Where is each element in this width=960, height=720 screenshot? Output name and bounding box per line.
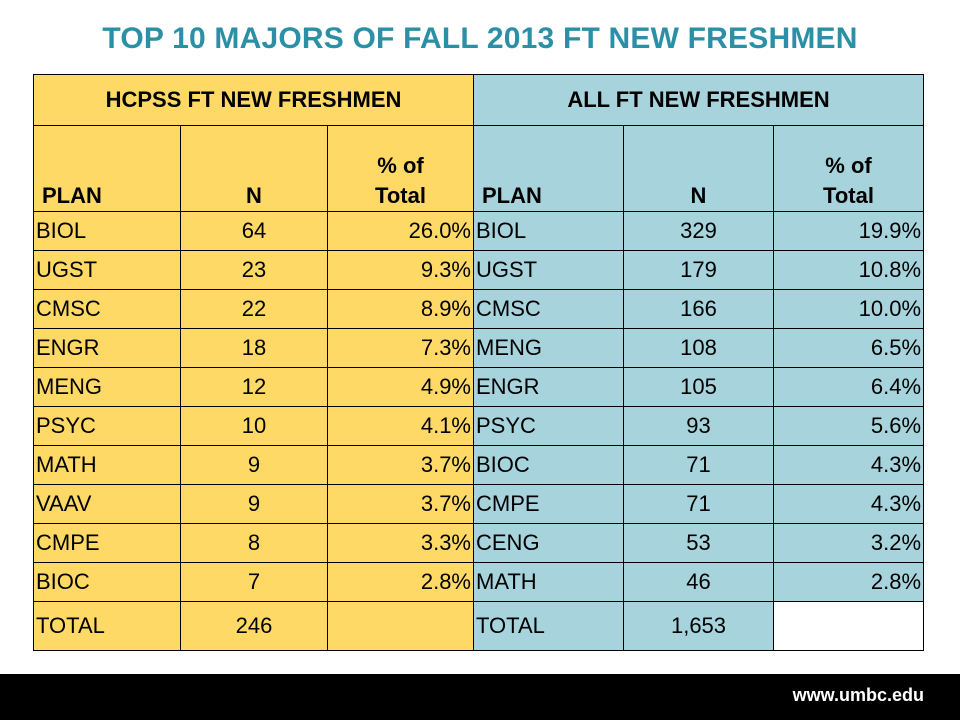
cell-pct: 3.3% bbox=[327, 523, 474, 563]
cell-n: 10 bbox=[180, 406, 328, 446]
table-row: CMPE 8 3.3% CENG 53 3.2% bbox=[33, 523, 925, 563]
cell-n: 53 bbox=[623, 523, 774, 563]
cell-pct: 10.8% bbox=[772, 250, 925, 290]
cell-plan: VAAV bbox=[33, 484, 181, 524]
cell-n: 22 bbox=[180, 289, 328, 329]
cell-plan: UGST bbox=[33, 250, 181, 290]
cell-pct: 19.9% bbox=[772, 211, 925, 251]
cell-plan: BIOC bbox=[473, 445, 624, 485]
cell-pct: 2.8% bbox=[772, 562, 925, 602]
total-n: 246 bbox=[180, 601, 328, 651]
col-header-pct-line2: Total bbox=[823, 183, 874, 208]
cell-n: 7 bbox=[180, 562, 328, 602]
column-header-row: PLAN N % of Total PLAN N % of Total bbox=[33, 125, 925, 212]
cell-plan: BIOC bbox=[33, 562, 181, 602]
cell-plan: CMPE bbox=[33, 523, 181, 563]
table-row: ENGR 18 7.3% MENG 108 6.5% bbox=[33, 328, 925, 368]
col-header-plan: PLAN bbox=[473, 125, 624, 212]
slide-title: TOP 10 MAJORS OF FALL 2013 FT NEW FRESHM… bbox=[102, 22, 858, 55]
total-pct-empty bbox=[772, 601, 925, 651]
cell-plan: MENG bbox=[473, 328, 624, 368]
cell-n: 105 bbox=[623, 367, 774, 407]
cell-pct: 4.9% bbox=[327, 367, 474, 407]
cell-pct: 26.0% bbox=[327, 211, 474, 251]
col-header-pct: % of Total bbox=[772, 125, 925, 212]
col-header-n: N bbox=[623, 125, 774, 212]
group-header-row: HCPSS FT NEW FRESHMEN ALL FT NEW FRESHME… bbox=[33, 74, 925, 126]
cell-n: 23 bbox=[180, 250, 328, 290]
cell-n: 166 bbox=[623, 289, 774, 329]
cell-plan: CMSC bbox=[33, 289, 181, 329]
total-n: 1,653 bbox=[623, 601, 774, 651]
col-header-pct: % of Total bbox=[327, 125, 474, 212]
cell-n: 64 bbox=[180, 211, 328, 251]
total-label: TOTAL bbox=[33, 601, 181, 651]
cell-pct: 4.3% bbox=[772, 484, 925, 524]
cell-plan: ENGR bbox=[33, 328, 181, 368]
cell-plan: CMSC bbox=[473, 289, 624, 329]
cell-pct: 6.4% bbox=[772, 367, 925, 407]
cell-pct: 8.9% bbox=[327, 289, 474, 329]
table-row: BIOC 7 2.8% MATH 46 2.8% bbox=[33, 562, 925, 602]
cell-plan: CMPE bbox=[473, 484, 624, 524]
cell-pct: 4.1% bbox=[327, 406, 474, 446]
footer-bar: www.umbc.edu bbox=[0, 674, 960, 720]
majors-table: HCPSS FT NEW FRESHMEN ALL FT NEW FRESHME… bbox=[33, 74, 925, 651]
table-row: MENG 12 4.9% ENGR 105 6.4% bbox=[33, 367, 925, 407]
cell-pct: 7.3% bbox=[327, 328, 474, 368]
cell-plan: PSYC bbox=[473, 406, 624, 446]
cell-pct: 3.2% bbox=[772, 523, 925, 563]
footer-url: www.umbc.edu bbox=[792, 685, 924, 705]
table-row: VAAV 9 3.7% CMPE 71 4.3% bbox=[33, 484, 925, 524]
cell-n: 12 bbox=[180, 367, 328, 407]
cell-n: 329 bbox=[623, 211, 774, 251]
cell-n: 9 bbox=[180, 445, 328, 485]
cell-pct: 2.8% bbox=[327, 562, 474, 602]
cell-n: 18 bbox=[180, 328, 328, 368]
table-row: CMSC 22 8.9% CMSC 166 10.0% bbox=[33, 289, 925, 329]
table-row: UGST 23 9.3% UGST 179 10.8% bbox=[33, 250, 925, 290]
cell-plan: MATH bbox=[33, 445, 181, 485]
cell-pct: 6.5% bbox=[772, 328, 925, 368]
total-label: TOTAL bbox=[473, 601, 624, 651]
cell-n: 179 bbox=[623, 250, 774, 290]
col-header-pct-line1: % of bbox=[377, 153, 424, 178]
col-header-plan: PLAN bbox=[33, 125, 181, 212]
cell-n: 71 bbox=[623, 445, 774, 485]
col-header-pct-line2: Total bbox=[375, 183, 426, 208]
cell-pct: 10.0% bbox=[772, 289, 925, 329]
cell-plan: CENG bbox=[473, 523, 624, 563]
col-header-n: N bbox=[180, 125, 328, 212]
col-header-pct-line1: % of bbox=[825, 153, 872, 178]
cell-pct: 3.7% bbox=[327, 445, 474, 485]
cell-plan: MENG bbox=[33, 367, 181, 407]
total-pct-empty bbox=[327, 601, 474, 651]
cell-plan: BIOL bbox=[33, 211, 181, 251]
table-row: MATH 9 3.7% BIOC 71 4.3% bbox=[33, 445, 925, 485]
cell-pct: 3.7% bbox=[327, 484, 474, 524]
cell-plan: MATH bbox=[473, 562, 624, 602]
cell-plan: BIOL bbox=[473, 211, 624, 251]
cell-n: 93 bbox=[623, 406, 774, 446]
cell-pct: 5.6% bbox=[772, 406, 925, 446]
cell-pct: 4.3% bbox=[772, 445, 925, 485]
cell-n: 9 bbox=[180, 484, 328, 524]
cell-n: 8 bbox=[180, 523, 328, 563]
cell-pct: 9.3% bbox=[327, 250, 474, 290]
cell-n: 71 bbox=[623, 484, 774, 524]
table-row: BIOL 64 26.0% BIOL 329 19.9% bbox=[33, 211, 925, 251]
table-row: PSYC 10 4.1% PSYC 93 5.6% bbox=[33, 406, 925, 446]
cell-plan: PSYC bbox=[33, 406, 181, 446]
cell-n: 46 bbox=[623, 562, 774, 602]
total-row: TOTAL 246 TOTAL 1,653 bbox=[33, 601, 925, 651]
group-header-hcpss: HCPSS FT NEW FRESHMEN bbox=[33, 74, 474, 126]
group-header-all: ALL FT NEW FRESHMEN bbox=[472, 74, 925, 126]
cell-plan: UGST bbox=[473, 250, 624, 290]
cell-n: 108 bbox=[623, 328, 774, 368]
cell-plan: ENGR bbox=[473, 367, 624, 407]
